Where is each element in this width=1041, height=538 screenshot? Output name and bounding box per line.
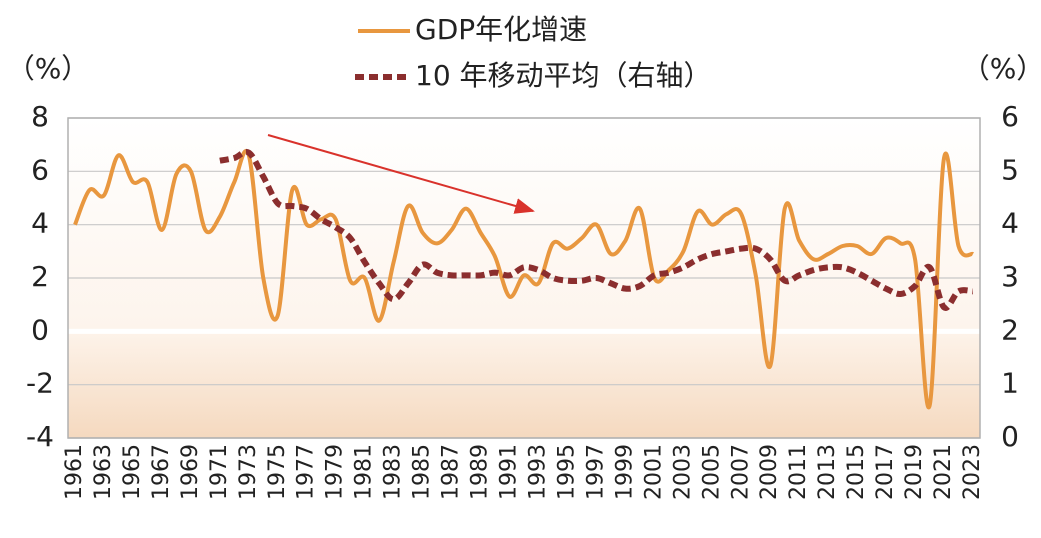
y-tick-label: 8	[31, 100, 49, 133]
x-tick-label: 1963	[91, 444, 116, 500]
x-tick-label: 1993	[525, 444, 550, 500]
y2-tick-label: 2	[1001, 313, 1019, 346]
x-tick-label: 1977	[294, 444, 319, 500]
x-tick-label: 2011	[786, 444, 811, 500]
x-tick-label: 1973	[236, 444, 261, 500]
x-tick-label: 1985	[410, 444, 435, 500]
x-tick-label: 2005	[699, 444, 724, 500]
trend-arrow	[267, 134, 535, 214]
y2-tick-label: 4	[1001, 207, 1019, 240]
legend-label: 10 年移动平均（右轴）	[415, 59, 712, 92]
x-tick-label: 1983	[381, 444, 406, 500]
x-tick-label: 2021	[931, 444, 956, 500]
legend-label: GDP年化增速	[415, 13, 587, 46]
x-tick-label: 1997	[583, 444, 608, 500]
x-tick-label: 2003	[670, 444, 695, 500]
y-tick-label: 0	[31, 313, 49, 346]
x-tick-label: 2023	[960, 444, 985, 500]
x-tick-label: 2017	[873, 444, 898, 500]
y2-tick-label: 3	[1001, 260, 1019, 293]
x-tick-label: 1981	[352, 444, 377, 500]
x-tick-label: 2015	[844, 444, 869, 500]
x-tick-label: 2001	[641, 444, 666, 500]
x-tick-label: 1987	[439, 444, 464, 500]
y2-tick-label: 0	[1001, 420, 1019, 453]
x-tick-label: 1999	[612, 444, 637, 500]
y2-tick-label: 5	[1001, 153, 1019, 186]
x-tick-label: 1971	[207, 444, 232, 500]
x-tick-label: 2013	[815, 444, 840, 500]
x-tick-label: 1991	[497, 444, 522, 500]
x-tick-label: 2007	[728, 444, 753, 500]
x-tick-label: 2019	[902, 444, 927, 500]
y-tick-label: -4	[26, 420, 54, 453]
y-tick-label: 2	[31, 260, 49, 293]
y-tick-label: 4	[31, 207, 49, 240]
y2-axis-label: （%）	[962, 52, 1041, 85]
x-tick-label: 1961	[62, 444, 87, 500]
series-line	[219, 148, 974, 311]
x-tick-label: 1979	[323, 444, 348, 500]
x-tick-label: 1975	[265, 444, 290, 500]
x-tick-label: 1969	[178, 444, 203, 500]
plot-border	[67, 117, 981, 439]
y-tick-label: -2	[26, 367, 54, 400]
x-tick-label: 1965	[120, 444, 145, 500]
x-tick-label: 1967	[149, 444, 174, 500]
y-axis-label: （%）	[7, 52, 90, 85]
y2-tick-label: 6	[1001, 100, 1019, 133]
series-line	[73, 149, 974, 410]
x-tick-label: 1995	[554, 444, 579, 500]
y2-tick-label: 1	[1001, 367, 1019, 400]
x-tick-label: 2009	[757, 444, 782, 500]
y-tick-label: 6	[31, 153, 49, 186]
x-tick-label: 1989	[468, 444, 493, 500]
